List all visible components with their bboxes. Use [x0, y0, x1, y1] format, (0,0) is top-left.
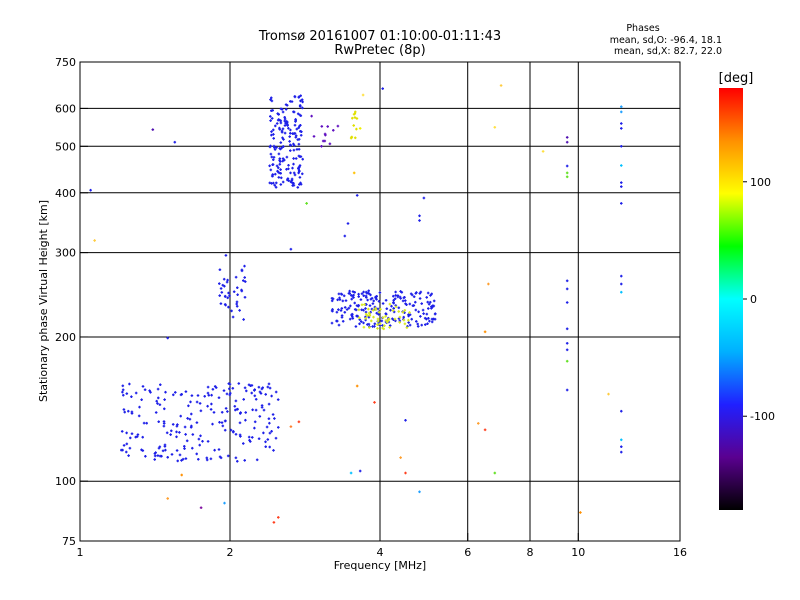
x-ticks: 1 2 4 6 8 10 16 [77, 533, 687, 559]
y-tick-label: 400 [55, 187, 76, 200]
stats-o-mode: mean, sd,O: -96.4, 18.1 [610, 35, 722, 46]
x-tick-label: 6 [464, 546, 471, 559]
echo-points [89, 84, 623, 524]
grid-lines [80, 62, 680, 541]
x-tick-label: 4 [377, 546, 384, 559]
y-axis-label: Stationary phase Virtual Height [km] [37, 200, 50, 402]
y-tick-label: 600 [55, 102, 76, 115]
y-tick-label: 750 [55, 56, 76, 69]
y-tick-label: 200 [55, 331, 76, 344]
colorbar [719, 88, 743, 510]
y-ticks: 75 100 200 300 400 500 600 750 [55, 56, 88, 548]
x-axis-label: Frequency [MHz] [334, 559, 426, 572]
x-tick-label: 16 [673, 546, 687, 559]
colorbar-tick-label: 0 [750, 293, 757, 306]
chart-title: Tromsø 20161007 01:10:00-01:11:43 [258, 29, 501, 44]
colorbar-ticks: 100 0 -100 [743, 176, 775, 423]
stats-heading: Phases [626, 23, 659, 34]
y-tick-label: 300 [55, 247, 76, 260]
y-tick-label: 500 [55, 140, 76, 153]
colorbar-label: [deg] [719, 71, 754, 86]
y-tick-label: 75 [62, 535, 76, 548]
x-tick-label: 8 [527, 546, 534, 559]
x-tick-label: 10 [571, 546, 585, 559]
chart-subtitle: RwPretec (8p) [334, 43, 425, 58]
x-tick-label: 2 [227, 546, 234, 559]
x-tick-label: 1 [77, 546, 84, 559]
y-tick-label: 100 [55, 475, 76, 488]
stats-x-mode: mean, sd,X: 82.7, 22.0 [614, 46, 722, 57]
colorbar-tick-label: -100 [750, 410, 775, 423]
colorbar-tick-label: 100 [750, 176, 771, 189]
